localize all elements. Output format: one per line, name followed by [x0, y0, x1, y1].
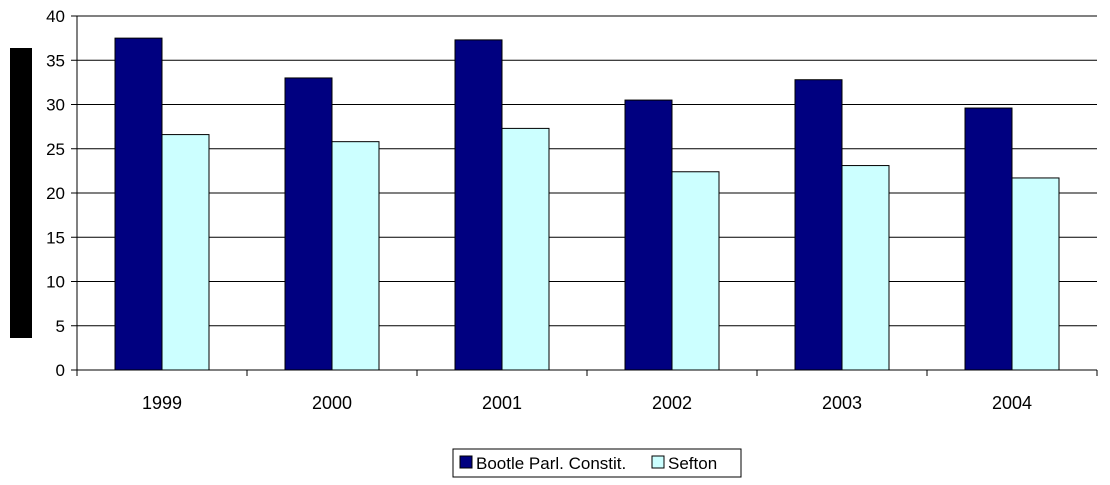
y-tick-label: 10 — [46, 273, 65, 292]
bar-bootle-2004 — [964, 107, 1013, 371]
y-tick-labels: 0 5 10 15 20 25 30 35 40 — [46, 7, 65, 380]
y-tick-label: 5 — [56, 317, 65, 336]
bars — [114, 37, 1060, 371]
x-tick-label: 2004 — [992, 393, 1032, 413]
legend-swatch-sefton — [651, 455, 665, 469]
x-tick-label: 2003 — [822, 393, 862, 413]
bar-bootle-2003 — [794, 79, 843, 371]
y-tick-label: 25 — [46, 140, 65, 159]
x-tick-label: 2002 — [652, 393, 692, 413]
x-tick-labels: 1999 2000 2001 2002 2003 2004 — [142, 393, 1032, 413]
bar-bootle-1999 — [114, 37, 163, 371]
bar-sefton-1999 — [161, 134, 210, 371]
bar-bootle-2002 — [624, 99, 673, 371]
x-tick-label: 1999 — [142, 393, 182, 413]
y-tick-label: 40 — [46, 7, 65, 26]
bar-bootle-2001 — [454, 39, 503, 371]
legend-swatch-bootle — [459, 455, 473, 469]
x-tick-label: 2001 — [482, 393, 522, 413]
y-tick-label: 0 — [56, 361, 65, 380]
bar-sefton-2004 — [1011, 177, 1060, 371]
bar-bootle-2000 — [284, 77, 333, 371]
legend: Bootle Parl. Constit. Sefton — [452, 448, 742, 478]
bar-sefton-2003 — [841, 165, 890, 371]
bar-sefton-2001 — [501, 127, 550, 371]
bar-sefton-2000 — [331, 141, 380, 371]
legend-box — [452, 448, 742, 478]
y-tick-label: 30 — [46, 96, 65, 115]
legend-label-sefton: Sefton — [668, 454, 717, 473]
x-tick-label: 2000 — [312, 393, 352, 413]
axes — [71, 15, 1098, 376]
y-tick-label: 20 — [46, 184, 65, 203]
legend-label-bootle: Bootle Parl. Constit. — [476, 454, 626, 473]
y-axis-title-block — [10, 48, 32, 338]
gridlines — [77, 15, 1097, 327]
bar-sefton-2002 — [671, 171, 720, 371]
y-tick-label: 15 — [46, 228, 65, 247]
y-tick-label: 35 — [46, 51, 65, 70]
